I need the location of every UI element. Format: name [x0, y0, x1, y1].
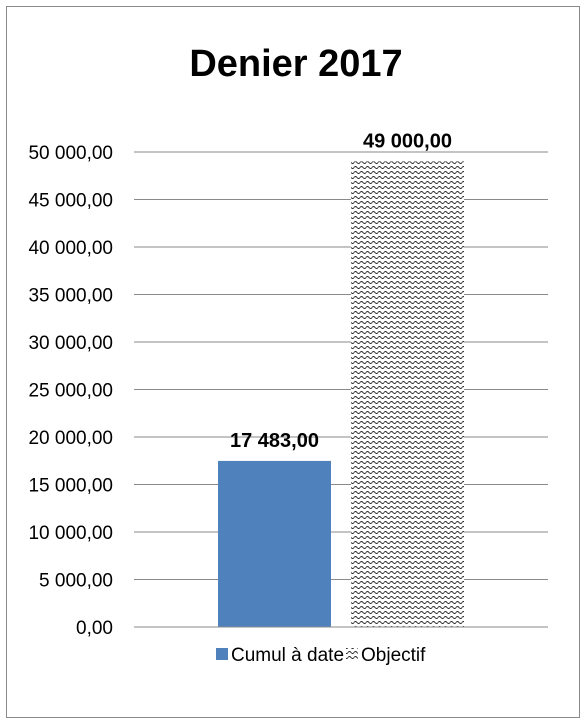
legend-swatch-cumul	[216, 648, 228, 660]
bar-cumul-date	[218, 460, 331, 627]
y-tick-label: 35 000,00	[28, 286, 113, 307]
y-tick-label: 0,00	[76, 618, 113, 639]
y-tick-label: 5 000,00	[39, 571, 113, 592]
data-label: 49 000,00	[363, 131, 452, 153]
y-axis: 0,00 5 000,00 10 000,00 15 000,00 20 000,00 2…	[28, 143, 113, 639]
y-tick-label: 25 000,00	[28, 381, 113, 402]
y-tick-label: 40 000,00	[28, 238, 113, 259]
legend: Cumul à date Objectif	[216, 645, 426, 666]
y-tick-label: 20 000,00	[28, 428, 113, 449]
y-tick-label: 30 000,00	[28, 333, 113, 354]
chart-title: Denier 2017	[189, 43, 402, 85]
gridlines	[134, 151, 548, 580]
data-labels: 17 483,00 49 000,00	[230, 131, 452, 452]
legend-swatch-objectif	[346, 648, 358, 660]
bars	[218, 161, 464, 627]
bar-objectif	[351, 161, 464, 627]
y-tick-label: 10 000,00	[28, 523, 113, 544]
legend-label: Cumul à date	[231, 645, 344, 666]
data-label: 17 483,00	[230, 430, 319, 452]
y-tick-label: 50 000,00	[28, 143, 113, 164]
y-tick-label: 45 000,00	[28, 191, 113, 212]
y-tick-label: 15 000,00	[28, 476, 113, 497]
legend-label: Objectif	[361, 645, 426, 666]
